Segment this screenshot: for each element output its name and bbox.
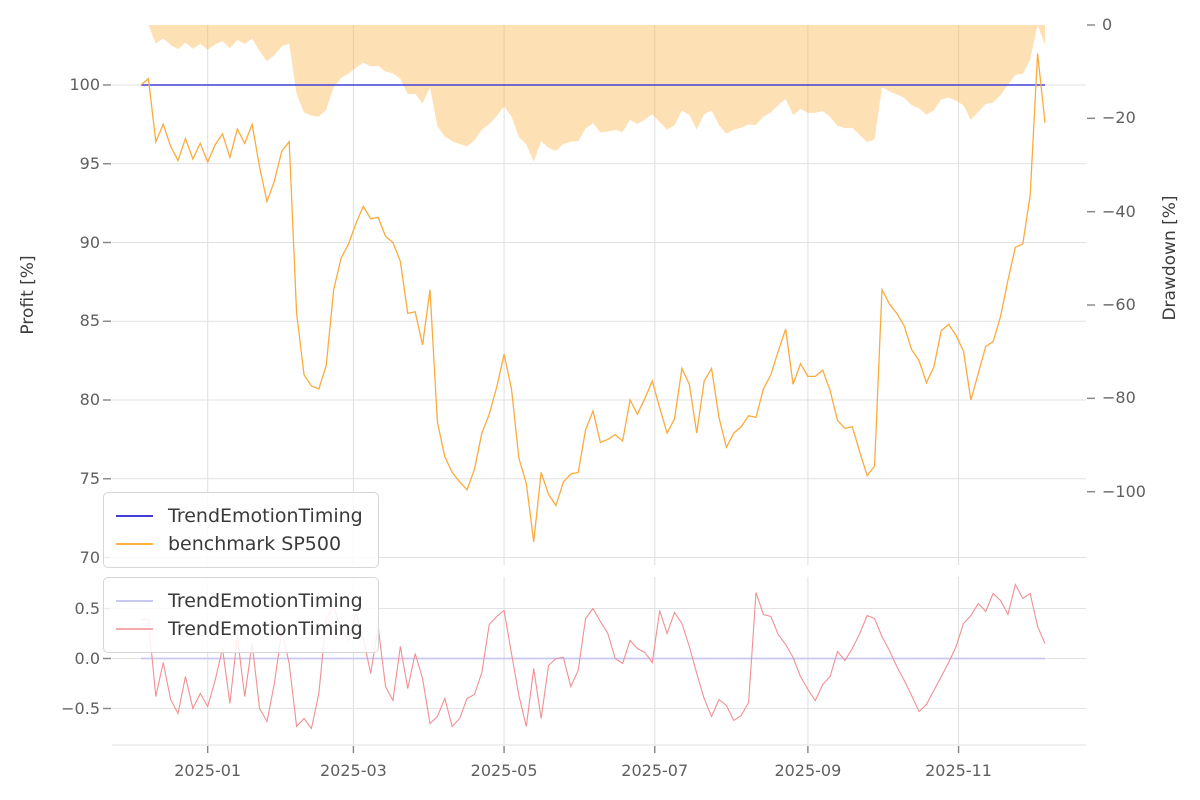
legend-item-returns: TrendEmotionTiming [116,616,364,642]
legend-top: TrendEmotionTiming benchmark SP500 [103,492,379,568]
benchmark-line [140,53,1046,542]
drawdown-tick-label: 0 [1102,15,1113,34]
x-tick-label: 2025-01 [174,761,242,780]
profit-tick-label: 80 [79,390,100,409]
strategy-line-sample-icon [116,515,153,517]
drawdown-tick-label: −20 [1102,108,1136,128]
drawdown-tick-label: −60 [1102,295,1136,315]
profit-tick-label: 70 [79,547,100,567]
profit-tick-label: 75 [79,468,100,488]
drawdown-tick-label: −100 [1102,481,1146,501]
legend-label: TrendEmotionTiming [168,505,363,527]
drawdown-tick-label: −80 [1102,388,1136,408]
x-tick-label: 2025-09 [774,761,842,780]
returns-line-sample-icon [116,628,153,630]
x-tick-label: 2025-05 [470,761,538,780]
profit-tick-label: 85 [79,311,100,331]
benchmark-line-sample-icon [116,543,153,545]
returns-tick-label: −0.5 [61,698,100,718]
profit-tick-label: 95 [79,153,100,173]
legend-label: TrendEmotionTiming [168,590,363,612]
profit-tick-label: 100 [69,75,100,94]
legend-item-flat-returns: TrendEmotionTiming [116,588,364,614]
drawdown-tick-label: −40 [1102,201,1136,221]
x-tick-label: 2025-11 [925,761,992,780]
drawdown-area [141,25,1045,162]
flat-returns-line-sample-icon [116,600,153,602]
legend-item-strategy: TrendEmotionTiming [116,503,364,529]
returns-tick-label: 0.0 [74,648,100,668]
returns-line [141,582,1046,730]
legend-label: TrendEmotionTiming [168,618,363,640]
returns-tick-label: 0.5 [74,598,100,618]
legend-item-benchmark: benchmark SP500 [116,531,364,557]
legend-bottom: TrendEmotionTiming TrendEmotionTiming [103,577,379,653]
x-tick-label: 2025-07 [621,761,689,780]
legend-label: benchmark SP500 [168,533,342,555]
x-tick-label: 2025-03 [319,761,387,780]
profit-tick-label: 90 [79,232,100,252]
drawdown-axis-label: Drawdown [%] [1160,195,1180,321]
